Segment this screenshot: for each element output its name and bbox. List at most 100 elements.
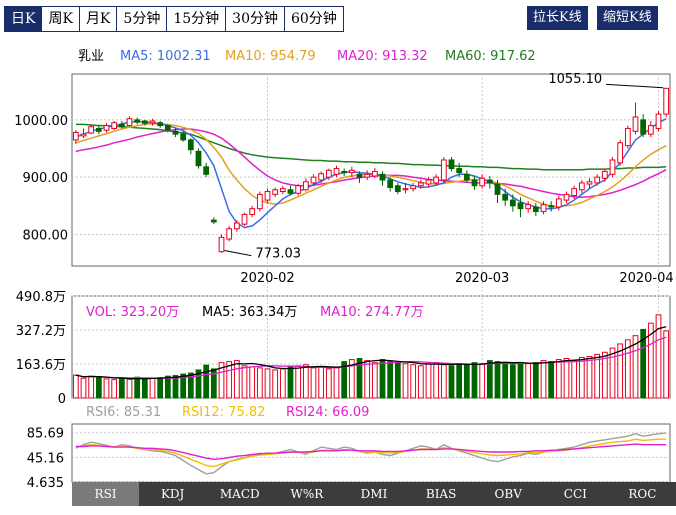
price-y-tick: 800.00 <box>23 228 69 243</box>
tab-5min[interactable]: 5分钟 <box>117 6 168 32</box>
candle-body <box>264 190 271 201</box>
volume-bar <box>379 359 386 399</box>
candle-body <box>624 127 631 147</box>
tab-daily[interactable]: 日K <box>4 6 43 32</box>
tab-obv[interactable]: OBV <box>494 487 522 501</box>
candle-body <box>517 202 524 210</box>
volume-legend-1: MA5: 363.34万 <box>202 305 297 320</box>
volume-bar <box>88 375 95 399</box>
volume-bar <box>371 362 378 399</box>
tab-macd[interactable]: MACD <box>219 487 260 501</box>
volume-bar <box>80 377 87 399</box>
volume-bar <box>563 358 570 399</box>
price-legend-3: MA60: 917.62 <box>445 49 536 64</box>
candle-body <box>341 170 348 174</box>
volume-bar <box>578 356 585 399</box>
volume-bar <box>249 366 256 399</box>
tab-rsi[interactable]: RSI <box>72 482 140 506</box>
tab-roc[interactable]: ROC <box>628 487 657 501</box>
candle-body <box>433 176 440 184</box>
volume-ma5-line <box>75 326 667 380</box>
volume-bar <box>571 360 578 399</box>
tab-weekly[interactable]: 周K <box>42 6 80 32</box>
candle-body <box>410 185 417 190</box>
tab-kdj[interactable]: KDJ <box>160 487 185 501</box>
candle-body <box>364 173 371 178</box>
candle-body <box>295 185 302 194</box>
candle-body <box>594 176 601 184</box>
tab-bias[interactable]: BIAS <box>425 487 457 501</box>
volume-bar <box>456 363 463 399</box>
candle-body <box>655 113 662 129</box>
rsi-series-rsi6 <box>75 432 667 475</box>
volume-bar <box>141 378 148 399</box>
volume-bar <box>295 365 302 399</box>
rsi-legend-1: RSI12: 75.82 <box>182 405 265 420</box>
candle-body <box>586 181 593 185</box>
candle-body <box>617 142 624 164</box>
volume-bar <box>364 360 371 399</box>
tab-15min[interactable]: 15分钟 <box>167 6 227 32</box>
candle-body <box>118 123 125 128</box>
candle-body <box>325 169 332 178</box>
volume-bar <box>387 361 394 399</box>
rsi-y-tick: 85.69 <box>27 427 64 442</box>
volume-y-tick: 490.8万 <box>16 290 66 305</box>
candle-body <box>172 130 179 135</box>
volume-bar <box>440 364 447 399</box>
tab-30min[interactable]: 30分钟 <box>226 6 285 32</box>
volume-bar <box>540 360 547 399</box>
volume-bar <box>663 330 670 399</box>
tab-dmi[interactable]: DMI <box>360 487 388 501</box>
candle-body <box>440 159 447 181</box>
candle-body <box>157 122 164 127</box>
candle-body <box>310 176 317 184</box>
price-legend-1: MA10: 954.79 <box>225 49 316 64</box>
candle-body <box>287 189 294 194</box>
volume-bar <box>126 378 133 399</box>
volume-bar <box>601 351 608 399</box>
candle-body <box>241 213 248 225</box>
volume-bar <box>279 368 286 399</box>
volume-bar <box>594 353 601 399</box>
candle-body <box>302 181 309 191</box>
candle-body <box>402 188 409 191</box>
tab-60min[interactable]: 60分钟 <box>284 6 344 32</box>
tab-monthly[interactable]: 月K <box>79 6 118 32</box>
volume-bar <box>402 363 409 399</box>
indicator-tabs: RSI KDJ MACD W%R DMI BIAS OBV CCI ROC <box>72 482 676 506</box>
candle-body <box>647 125 654 135</box>
volume-bar <box>586 355 593 399</box>
candle-body <box>456 168 463 174</box>
candle-body <box>95 127 102 132</box>
candle-body <box>463 173 470 181</box>
candle-body <box>187 139 194 151</box>
volume-bar <box>264 368 271 399</box>
volume-bar <box>532 362 539 399</box>
volume-legend-0: VOL: 323.20万 <box>86 305 179 320</box>
lengthen-kline-button[interactable]: 拉长K线 <box>527 6 588 30</box>
volume-bar <box>632 335 639 399</box>
volume-bar <box>624 339 631 399</box>
candle-body <box>72 131 79 141</box>
tab-cci[interactable]: CCI <box>563 487 587 501</box>
volume-ma10-line <box>75 336 667 379</box>
volume-bar <box>302 364 309 399</box>
rsi-y-tick: 45.16 <box>27 451 64 466</box>
candle-body <box>609 159 616 175</box>
rsi-y-tick: 4.635 <box>27 476 64 491</box>
volume-bar <box>647 322 654 399</box>
volume-bar <box>318 366 325 399</box>
volume-bar <box>548 361 555 399</box>
volume-bar <box>111 379 118 399</box>
shorten-kline-button[interactable]: 缩短K线 <box>597 6 658 30</box>
high-pointer <box>606 83 664 89</box>
candle-body <box>387 179 394 188</box>
tab-wr[interactable]: W%R <box>290 487 324 501</box>
volume-bar <box>203 364 210 399</box>
volume-bar <box>226 361 233 399</box>
candle-body <box>126 118 133 127</box>
volume-bar <box>164 375 171 399</box>
candle-body <box>210 219 217 223</box>
volume-bar <box>187 372 194 399</box>
